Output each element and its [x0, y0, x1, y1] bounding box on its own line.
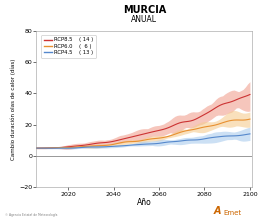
Text: ANUAL: ANUAL	[131, 15, 157, 24]
Text: MURCIA: MURCIA	[123, 5, 166, 15]
Y-axis label: Cambio duración olas de calor (días): Cambio duración olas de calor (días)	[11, 58, 16, 160]
X-axis label: Año: Año	[137, 198, 152, 207]
Text: A: A	[213, 206, 221, 216]
Text: © Agencia Estatal de Meteorología: © Agencia Estatal de Meteorología	[5, 213, 57, 217]
Text: Emet: Emet	[224, 210, 242, 216]
Legend: RCP8.5    ( 14 ), RCP6.0    (  6 ), RCP4.5    ( 13 ): RCP8.5 ( 14 ), RCP6.0 ( 6 ), RCP4.5 ( 13…	[41, 35, 96, 58]
